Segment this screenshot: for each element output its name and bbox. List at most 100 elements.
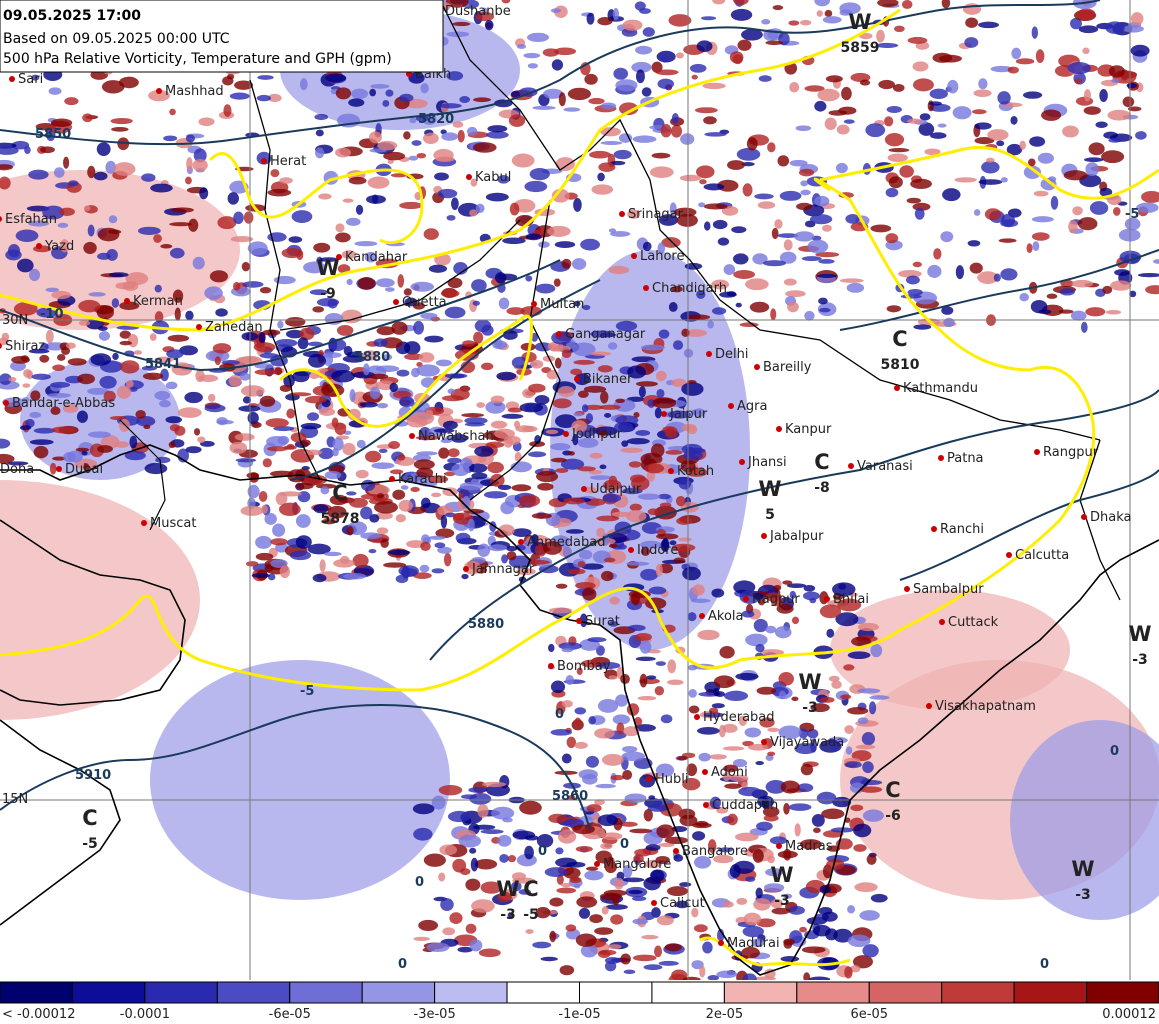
field-patch: [590, 330, 614, 338]
field-patch: [668, 302, 678, 312]
field-patch: [410, 281, 435, 292]
field-patch: [589, 914, 603, 924]
field-patch: [412, 302, 426, 310]
field-patch: [335, 232, 351, 243]
field-patch: [614, 422, 634, 433]
field-patch: [419, 564, 430, 573]
field-patch: [788, 20, 800, 26]
label-layer: 30N15NDushanbeBalkhSariMashhadHeratEsfah…: [0, 4, 1152, 972]
field-patch: [390, 173, 408, 178]
field-patch: [57, 222, 69, 228]
field-patch: [726, 291, 737, 297]
field-patch: [644, 463, 665, 474]
field-patch: [471, 472, 488, 480]
field-patch: [485, 400, 506, 414]
field-patch: [577, 466, 596, 472]
field-patch: [878, 79, 895, 90]
field-patch: [511, 528, 532, 537]
field-patch: [435, 359, 452, 367]
field-patch: [717, 928, 725, 942]
city-dot: [409, 433, 415, 439]
field-patch: [404, 353, 424, 361]
marker-value: -9: [320, 286, 336, 302]
city-label: Bareilly: [763, 360, 812, 375]
field-patch: [1019, 140, 1026, 150]
field-patch: [502, 237, 526, 245]
field-patch: [622, 877, 645, 883]
city-label: Jodhpur: [571, 427, 623, 442]
field-patch: [596, 662, 621, 669]
field-patch: [548, 813, 567, 824]
marker-letter: W: [848, 10, 871, 34]
field-patch: [774, 219, 783, 229]
field-patch: [537, 482, 554, 491]
field-patch: [447, 277, 463, 289]
field-patch: [316, 297, 340, 307]
field-patch: [229, 441, 248, 454]
field-patch: [844, 966, 853, 979]
field-patch: [972, 109, 987, 115]
field-patch: [51, 426, 75, 434]
field-patch: [464, 417, 488, 425]
field-patch: [438, 784, 463, 796]
field-patch: [906, 275, 920, 285]
field-patch: [799, 926, 807, 933]
city-dot: [574, 376, 580, 382]
field-patch: [472, 300, 480, 306]
colorbar-label: 2e-05: [706, 1007, 744, 1022]
field-patch: [111, 126, 129, 132]
field-patch: [1040, 177, 1057, 191]
field-patch: [534, 395, 550, 405]
field-patch: [159, 400, 171, 408]
field-patch: [664, 943, 682, 952]
field-patch: [50, 406, 61, 415]
field-patch: [355, 469, 369, 479]
field-patch: [569, 876, 582, 884]
field-patch: [698, 202, 706, 208]
field-patch: [441, 132, 458, 141]
field-patch: [1028, 158, 1036, 167]
field-patch: [416, 467, 434, 478]
field-patch: [686, 314, 711, 320]
field-patch: [1088, 142, 1105, 156]
field-patch: [838, 106, 857, 115]
field-patch: [741, 28, 763, 41]
field-patch: [1108, 65, 1125, 78]
field-patch: [497, 174, 510, 184]
field-patch: [23, 368, 32, 378]
field-patch: [586, 12, 595, 25]
field-patch: [697, 726, 720, 735]
field-patch: [278, 502, 301, 517]
field-patch: [865, 123, 886, 138]
field-patch: [656, 533, 679, 540]
marker-value: 5: [765, 507, 775, 523]
field-patch: [924, 148, 941, 156]
field-patch: [468, 463, 488, 473]
field-patch: [671, 112, 679, 124]
field-patch: [342, 442, 356, 456]
city-dot: [156, 88, 162, 94]
field-patch: [399, 93, 414, 102]
field-patch: [228, 375, 242, 387]
field-patch: [554, 47, 577, 56]
field-patch: [412, 803, 435, 815]
field-patch: [42, 205, 65, 220]
field-patch: [771, 227, 779, 240]
field-patch: [1127, 106, 1142, 112]
field-patch: [1037, 152, 1055, 164]
field-patch: [509, 202, 520, 216]
field-patch: [523, 52, 541, 59]
field-patch: [530, 359, 544, 369]
city-dot: [646, 776, 652, 782]
city-dot: [124, 298, 130, 304]
field-patch: [913, 324, 932, 330]
field-patch: [797, 783, 814, 793]
field-patch: [1136, 202, 1159, 213]
field-patch: [610, 160, 626, 166]
field-patch: [473, 331, 484, 344]
field-patch: [596, 527, 606, 538]
field-patch: [1083, 89, 1092, 102]
field-patch: [277, 435, 290, 445]
field-patch: [967, 240, 981, 247]
field-patch: [78, 299, 101, 313]
